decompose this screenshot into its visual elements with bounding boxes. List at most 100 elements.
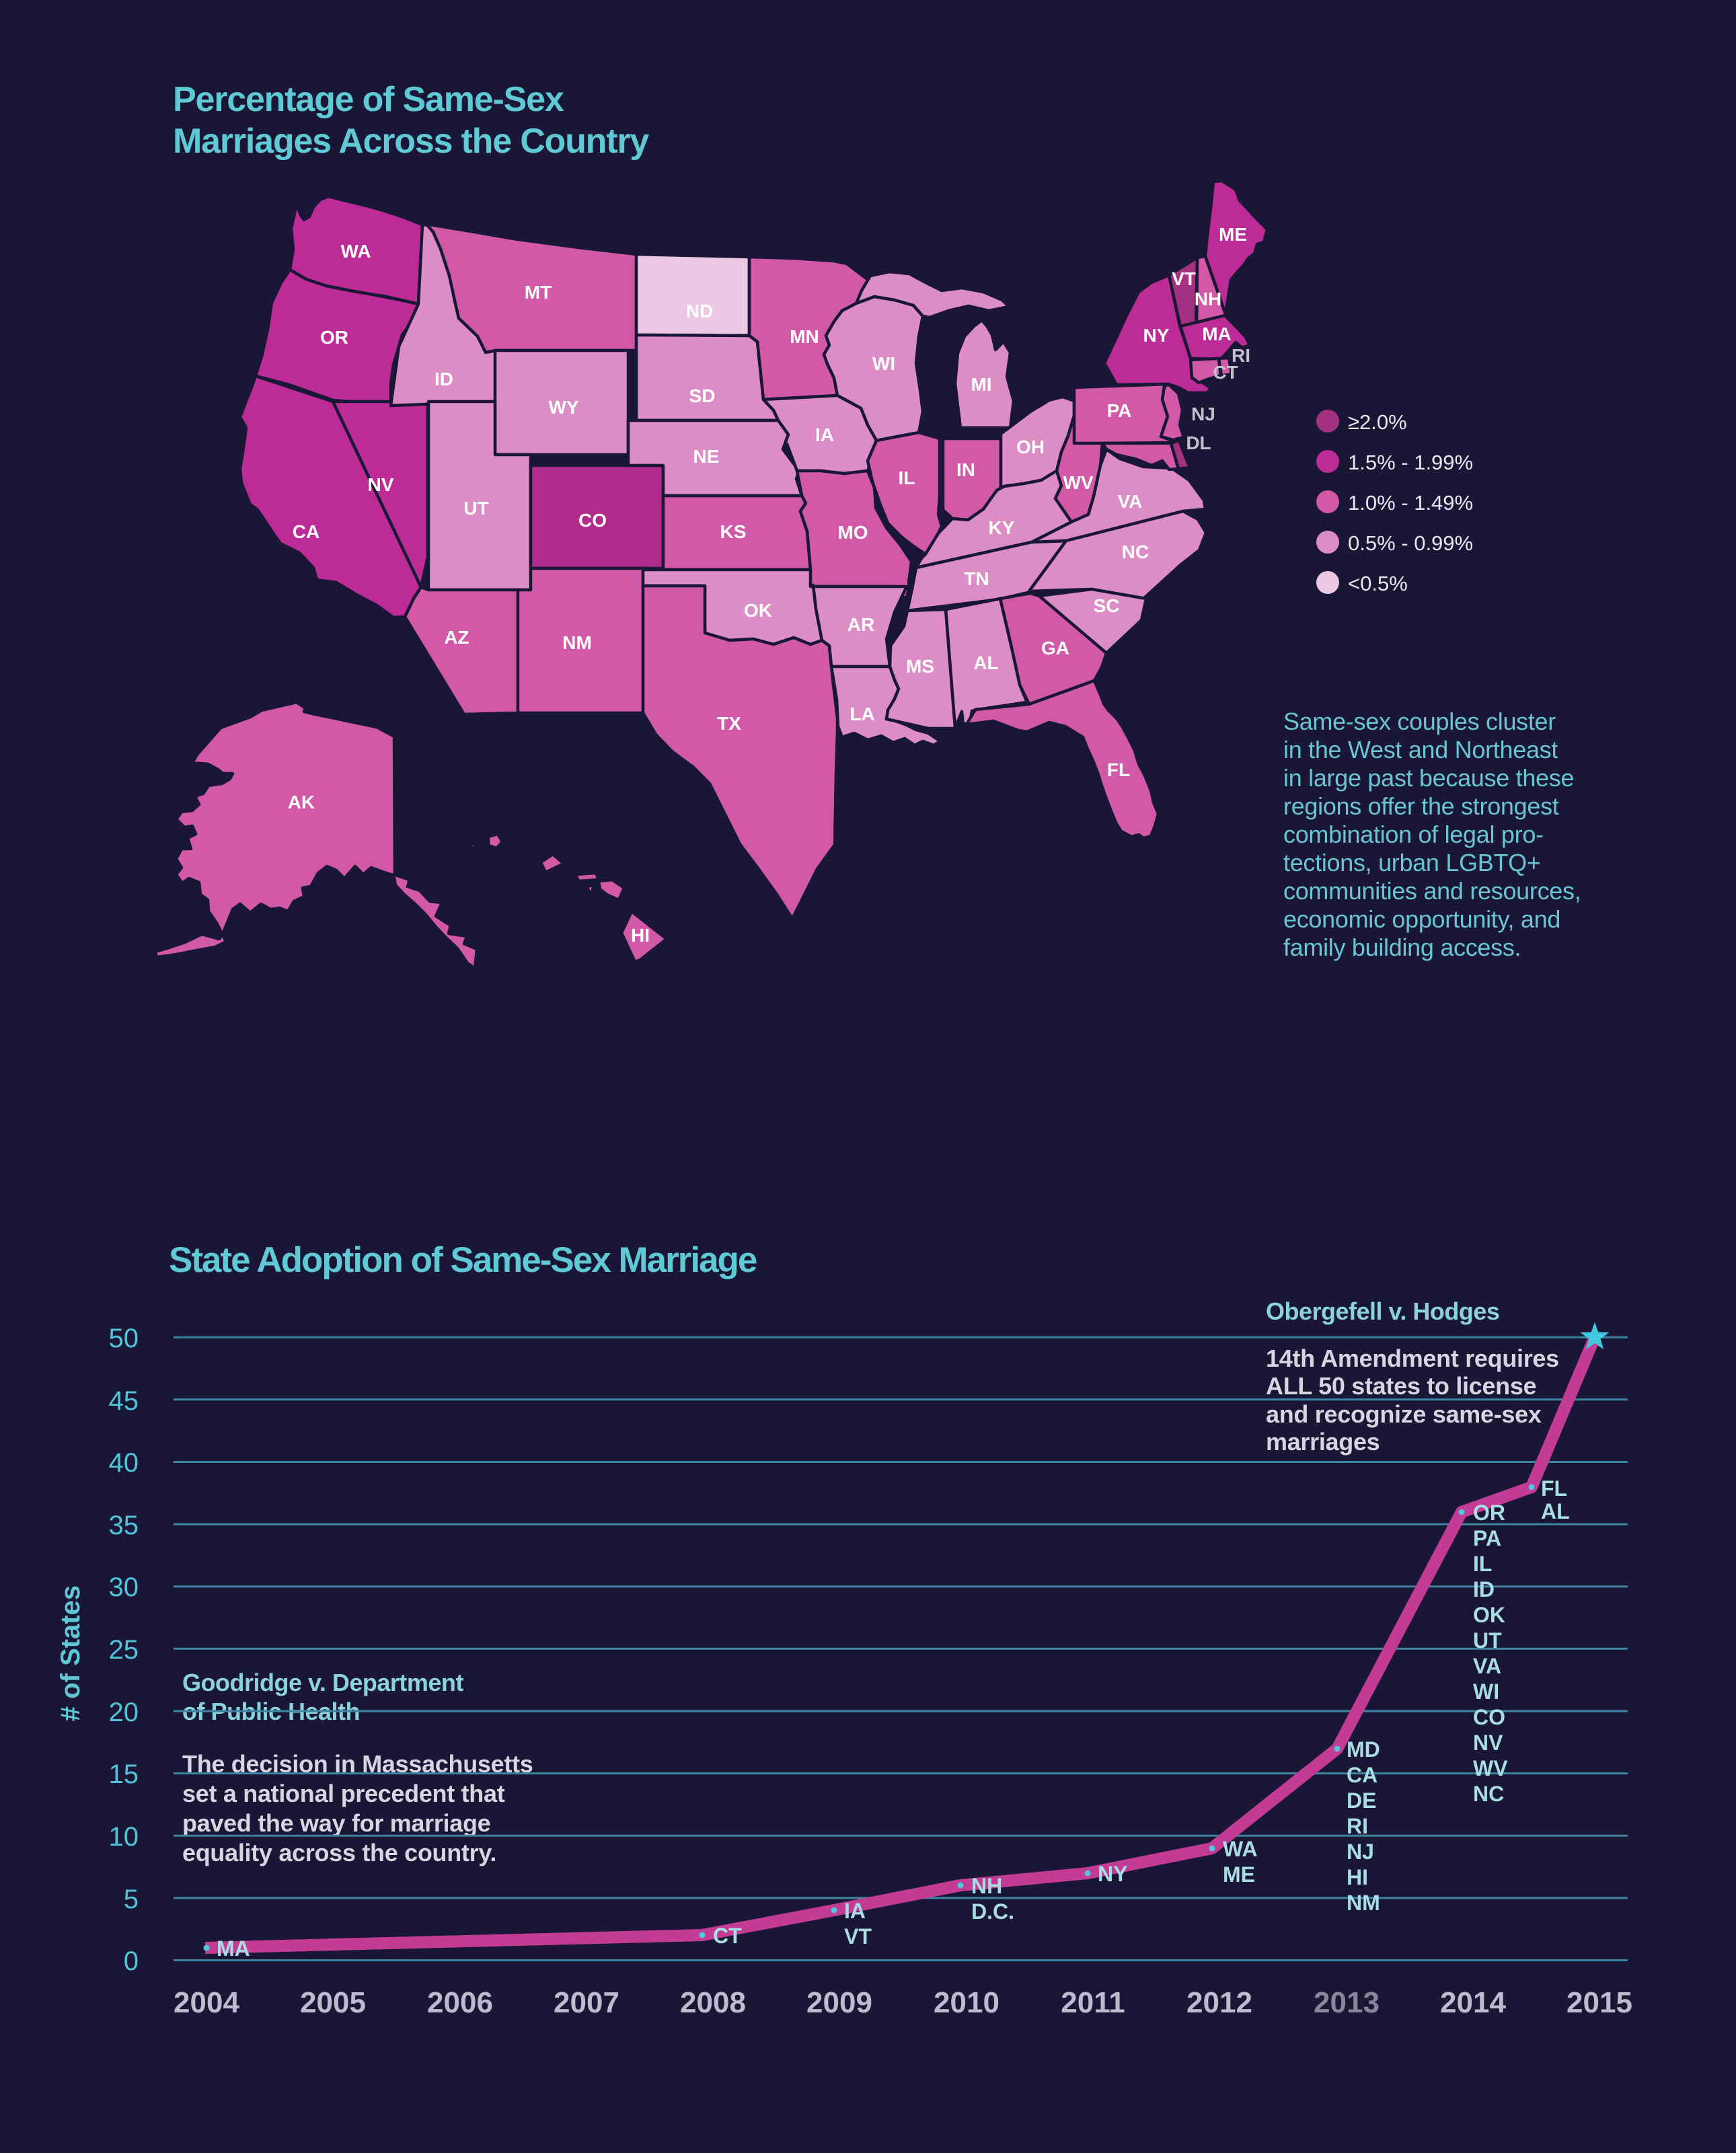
svg-text:DE: DE xyxy=(1347,1788,1376,1813)
svg-text:WV: WV xyxy=(1473,1756,1508,1780)
svg-text:D.C.: D.C. xyxy=(971,1899,1014,1924)
svg-text:15: 15 xyxy=(109,1760,139,1789)
svg-text:MA: MA xyxy=(217,1936,250,1961)
svg-text:# of States: # of States xyxy=(56,1585,85,1721)
svg-text:PA: PA xyxy=(1473,1526,1501,1550)
svg-text:HI: HI xyxy=(631,925,650,946)
svg-text:and recognize same-sex: and recognize same-sex xyxy=(1266,1400,1542,1428)
svg-text:combination of legal pro-: combination of legal pro- xyxy=(1283,821,1544,848)
svg-text:OK: OK xyxy=(1473,1603,1505,1627)
svg-text:RI: RI xyxy=(1232,345,1250,366)
svg-text:IN: IN xyxy=(956,459,975,480)
svg-text:Percentage of Same-Sex: Percentage of Same-Sex xyxy=(173,80,564,119)
svg-text:RI: RI xyxy=(1347,1814,1368,1838)
svg-text:NJ: NJ xyxy=(1191,404,1215,424)
svg-text:2004: 2004 xyxy=(174,1986,239,2019)
svg-text:CA: CA xyxy=(293,521,319,542)
svg-text:family building access.: family building access. xyxy=(1283,934,1521,961)
svg-text:CA: CA xyxy=(1347,1763,1378,1787)
svg-text:UT: UT xyxy=(463,498,488,519)
svg-text:PA: PA xyxy=(1107,400,1132,421)
svg-text:CO: CO xyxy=(1473,1705,1505,1729)
svg-text:regions offer the strongest: regions offer the strongest xyxy=(1283,792,1559,820)
svg-text:0: 0 xyxy=(124,1947,139,1976)
svg-text:Obergefell v. Hodges: Obergefell v. Hodges xyxy=(1266,1297,1499,1325)
svg-text:10: 10 xyxy=(109,1822,139,1852)
svg-text:economic opportunity, and: economic opportunity, and xyxy=(1283,905,1560,933)
svg-text:14th Amendment requires: 14th Amendment requires xyxy=(1266,1345,1559,1372)
svg-text:ALL 50 states to license: ALL 50 states to license xyxy=(1266,1372,1536,1400)
svg-text:2013: 2013 xyxy=(1314,1986,1380,2019)
svg-text:OK: OK xyxy=(744,600,772,621)
svg-text:2005: 2005 xyxy=(300,1986,366,2019)
svg-text:paved the way for marriage: paved the way for marriage xyxy=(182,1809,490,1837)
svg-text:KY: KY xyxy=(989,517,1015,538)
svg-text:FL: FL xyxy=(1541,1476,1567,1501)
svg-text:WY: WY xyxy=(548,397,578,418)
svg-text:2014: 2014 xyxy=(1440,1986,1506,2019)
svg-text:AZ: AZ xyxy=(444,627,469,648)
svg-text:NH: NH xyxy=(1195,289,1221,309)
svg-text:HI: HI xyxy=(1347,1865,1368,1889)
svg-text:2008: 2008 xyxy=(680,1986,746,2019)
svg-text:ID: ID xyxy=(435,369,453,389)
svg-text:MT: MT xyxy=(525,282,552,303)
svg-text:1.0% - 1.49%: 1.0% - 1.49% xyxy=(1348,491,1473,515)
svg-text:TX: TX xyxy=(717,713,741,734)
svg-text:IA: IA xyxy=(815,424,834,445)
svg-text:5: 5 xyxy=(124,1885,139,1914)
svg-text:State Adoption of Same-Sex Mar: State Adoption of Same-Sex Marriage xyxy=(169,1240,757,1280)
svg-text:NY: NY xyxy=(1143,325,1170,346)
svg-text:AL: AL xyxy=(1541,1499,1570,1523)
svg-text:20: 20 xyxy=(109,1698,139,1727)
svg-text:NY: NY xyxy=(1098,1862,1127,1886)
svg-text:SD: SD xyxy=(689,385,716,406)
svg-text:50: 50 xyxy=(109,1324,139,1353)
svg-text:VT: VT xyxy=(1172,268,1196,289)
svg-text:LA: LA xyxy=(850,704,874,724)
svg-text:OR: OR xyxy=(1473,1501,1505,1525)
svg-text:2012: 2012 xyxy=(1186,1986,1252,2019)
svg-text:NV: NV xyxy=(1473,1731,1503,1755)
svg-text:2007: 2007 xyxy=(554,1986,619,2019)
svg-text:KS: KS xyxy=(720,521,747,542)
svg-text:equality across the country.: equality across the country. xyxy=(182,1839,496,1866)
svg-text:NM: NM xyxy=(562,632,592,653)
svg-text:GA: GA xyxy=(1041,638,1069,658)
svg-text:NE: NE xyxy=(693,446,720,467)
svg-text:FL: FL xyxy=(1107,759,1130,780)
svg-text:WI: WI xyxy=(872,353,895,374)
svg-text:VT: VT xyxy=(844,1924,872,1949)
svg-text:MI: MI xyxy=(971,374,991,395)
svg-text:TN: TN xyxy=(964,568,989,589)
svg-text:<0.5%: <0.5% xyxy=(1348,572,1408,595)
svg-text:35: 35 xyxy=(109,1511,139,1540)
svg-text:WI: WI xyxy=(1473,1679,1499,1704)
svg-text:in large past because these: in large past because these xyxy=(1283,764,1574,792)
svg-text:AL: AL xyxy=(973,652,998,673)
svg-text:2015: 2015 xyxy=(1567,1986,1632,2019)
svg-text:Marriages Across the Country: Marriages Across the Country xyxy=(173,122,649,161)
svg-text:MD: MD xyxy=(1347,1737,1380,1762)
svg-text:CT: CT xyxy=(713,1924,742,1948)
svg-text:WV: WV xyxy=(1063,472,1093,493)
svg-text:WA: WA xyxy=(340,241,371,262)
svg-text:WA: WA xyxy=(1223,1837,1258,1861)
svg-text:IL: IL xyxy=(1473,1552,1492,1576)
svg-text:AR: AR xyxy=(847,614,874,635)
svg-text:marriages: marriages xyxy=(1266,1428,1380,1456)
svg-text:40: 40 xyxy=(109,1448,139,1478)
svg-text:30: 30 xyxy=(109,1573,139,1602)
svg-text:Goodridge v. Department: Goodridge v. Department xyxy=(182,1669,463,1696)
svg-text:MA: MA xyxy=(1202,324,1232,344)
svg-text:2006: 2006 xyxy=(427,1986,493,2019)
svg-text:2011: 2011 xyxy=(1061,1986,1125,2019)
svg-text:0.5% - 0.99%: 0.5% - 0.99% xyxy=(1348,531,1473,555)
svg-text:NJ: NJ xyxy=(1347,1840,1374,1864)
svg-text:25: 25 xyxy=(109,1635,139,1665)
svg-text:ND: ND xyxy=(686,301,713,322)
svg-text:OH: OH xyxy=(1016,437,1045,457)
svg-text:AK: AK xyxy=(288,792,315,813)
svg-text:NM: NM xyxy=(1347,1891,1380,1915)
svg-text:communities and resources,: communities and resources, xyxy=(1283,877,1581,905)
